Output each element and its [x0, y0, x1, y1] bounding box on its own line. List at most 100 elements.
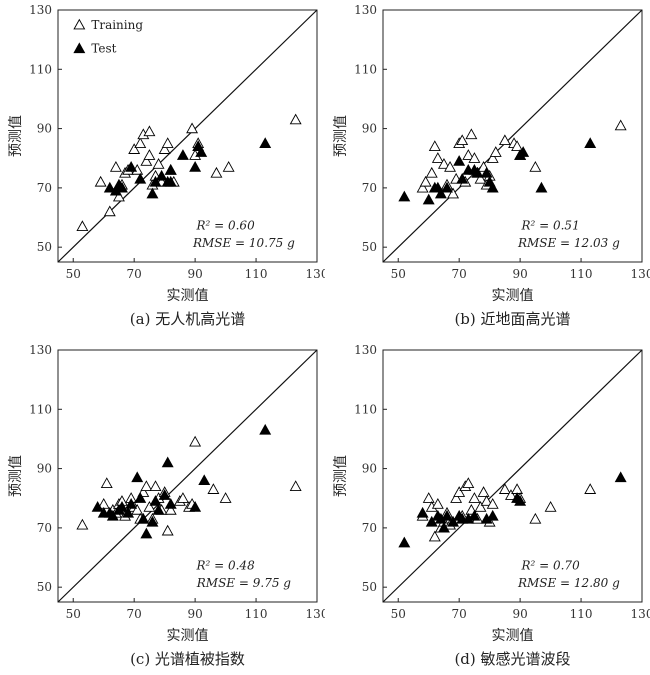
- test-point: [122, 506, 135, 518]
- test-point: [189, 501, 202, 512]
- x-axis-label: 实测值: [167, 628, 209, 644]
- scatter-svg-b: 50 70 90 110 130 50 70 90 110 130 实测值 预测值 R² = 0.51 R…: [333, 3, 650, 328]
- training-point: [462, 149, 475, 160]
- one-to-one-line: [57, 349, 318, 603]
- x-tick-label: 50: [391, 607, 406, 621]
- y-tick-label: 130: [29, 343, 52, 357]
- test-point: [137, 512, 150, 524]
- training-point: [498, 134, 511, 146]
- training-point: [511, 140, 524, 151]
- training-point: [289, 113, 302, 125]
- legend-training-marker: [73, 18, 86, 30]
- test-point: [437, 521, 450, 533]
- training-point: [431, 152, 444, 163]
- x-axis-label: 实测值: [492, 628, 534, 644]
- y-tick-label: 70: [362, 181, 377, 195]
- scatter-panel-a: 50 70 90 110 130 50 70 90 110 130 实测值 预测值 R² = 0.60 R…: [0, 0, 328, 331]
- y-axis-label: 预测值: [333, 455, 349, 497]
- training-point: [468, 492, 481, 503]
- test-point: [422, 193, 435, 205]
- training-point: [486, 498, 499, 509]
- one-to-one-line: [57, 9, 318, 263]
- y-tick-label: 90: [37, 122, 52, 136]
- training-point: [480, 495, 493, 506]
- training-point: [186, 122, 199, 134]
- test-point: [434, 187, 447, 199]
- training-point: [100, 477, 113, 489]
- y-tick-label: 130: [354, 343, 377, 357]
- rmse-annotation: RMSE = 12.80 g: [517, 576, 620, 590]
- x-axis-label: 实测值: [167, 288, 209, 304]
- test-point: [149, 495, 162, 506]
- training-point: [94, 175, 107, 187]
- test-point: [176, 149, 189, 160]
- y-tick-label: 110: [354, 62, 377, 76]
- test-point: [416, 506, 429, 518]
- training-point: [143, 501, 156, 512]
- training-point: [131, 503, 144, 515]
- training-point: [431, 498, 444, 509]
- x-axis-label: 实测值: [492, 288, 534, 304]
- y-axis-label: 预测值: [333, 115, 349, 157]
- y-tick-label: 70: [37, 181, 52, 195]
- test-point: [456, 172, 469, 184]
- x-tick-label: 130: [631, 607, 650, 621]
- y-tick-label: 90: [37, 462, 52, 476]
- training-point: [428, 530, 441, 542]
- legend-training-label: Training: [91, 18, 143, 32]
- test-point: [164, 498, 177, 509]
- training-point: [152, 158, 165, 169]
- test-point: [441, 509, 453, 521]
- x-tick-label: 130: [306, 607, 325, 621]
- test-point: [486, 181, 499, 193]
- test-point: [152, 503, 165, 515]
- training-point: [76, 220, 89, 232]
- test-point: [146, 515, 159, 527]
- training-point: [210, 166, 223, 178]
- training-point: [140, 480, 153, 491]
- r2-annotation: R² = 0.48: [195, 558, 255, 572]
- test-point: [471, 166, 484, 178]
- test-point: [398, 536, 411, 548]
- test-point: [535, 181, 548, 193]
- y-tick-label: 90: [362, 462, 377, 476]
- test-point: [161, 456, 174, 468]
- training-point: [143, 125, 156, 137]
- test-point: [584, 137, 597, 149]
- training-point: [450, 492, 463, 503]
- r2-annotation: R² = 0.70: [520, 558, 580, 572]
- x-tick-label: 70: [452, 607, 467, 621]
- training-point: [164, 503, 177, 515]
- y-tick-label: 70: [362, 521, 377, 535]
- x-tick-label: 110: [245, 267, 268, 281]
- y-tick-label: 130: [354, 3, 377, 17]
- y-tick-label: 90: [362, 122, 377, 136]
- training-point: [161, 137, 174, 149]
- training-point: [447, 187, 460, 199]
- scatter-panel-c: 50 70 90 110 130 50 70 90 110 130 实测值 预测值 R² = 0.48 R…: [0, 340, 328, 671]
- training-point: [462, 477, 475, 489]
- training-point: [76, 518, 89, 530]
- x-tick-label: 70: [127, 267, 142, 281]
- training-point: [489, 146, 502, 157]
- x-tick-label: 110: [570, 267, 593, 281]
- test-point: [195, 146, 208, 157]
- rmse-annotation: RMSE = 9.75 g: [196, 576, 292, 590]
- training-point: [189, 435, 202, 447]
- panel-caption: (c) 光谱植被指数: [130, 650, 245, 668]
- test-point: [116, 181, 128, 193]
- y-tick-label: 50: [37, 240, 52, 254]
- test-point: [149, 175, 162, 187]
- training-point: [207, 483, 220, 494]
- x-tick-label: 110: [570, 607, 593, 621]
- test-point: [453, 155, 466, 166]
- training-point: [222, 161, 235, 172]
- y-tick-label: 110: [29, 402, 52, 416]
- test-point: [514, 495, 527, 506]
- legend-test-marker: [73, 42, 86, 54]
- training-point: [437, 158, 450, 169]
- training-point: [474, 501, 487, 512]
- test-point: [91, 501, 104, 512]
- training-point: [219, 492, 232, 503]
